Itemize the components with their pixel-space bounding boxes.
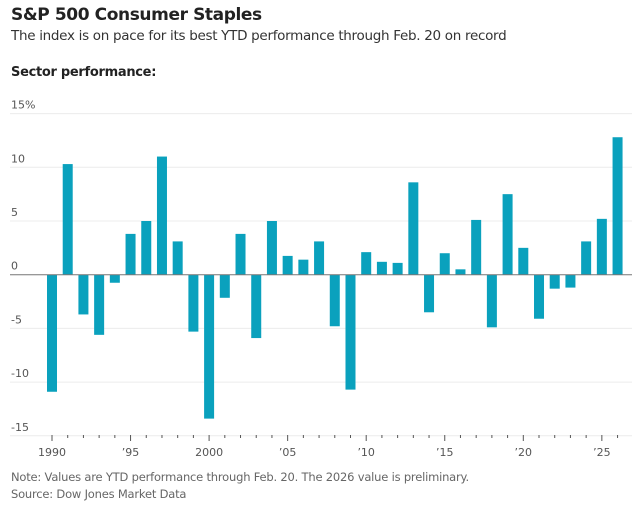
y-tick-label: 5 xyxy=(11,206,18,219)
bar-2025 xyxy=(596,218,607,275)
bar-2002 xyxy=(235,233,246,275)
x-tick-label: 1990 xyxy=(38,446,66,459)
y-tick-label: 10 xyxy=(11,152,25,165)
x-tick-label: ’15 xyxy=(436,446,454,459)
chart-title: S&P 500 Consumer Staples xyxy=(11,5,262,25)
y-tick-label: -10 xyxy=(11,367,29,380)
bar-1993 xyxy=(94,274,105,335)
bar-2003 xyxy=(251,274,262,339)
bar-2005 xyxy=(282,255,293,275)
bar-2020 xyxy=(518,247,529,275)
bar-2016 xyxy=(455,269,466,275)
x-tick-label: ’20 xyxy=(515,446,533,459)
chart-note: Note: Values are YTD performance through… xyxy=(11,470,469,484)
bar-2026 xyxy=(612,137,623,275)
y-tick-label: 15% xyxy=(11,99,35,112)
bar-1997 xyxy=(156,156,167,275)
bar-2004 xyxy=(266,221,277,275)
bar-2012 xyxy=(392,262,403,275)
bar-2019 xyxy=(502,194,513,275)
bar-2001 xyxy=(219,274,230,298)
bar-2008 xyxy=(329,274,340,327)
x-tick-label: ’10 xyxy=(357,446,375,459)
bar-1990 xyxy=(47,274,57,392)
bar-2018 xyxy=(486,274,497,328)
bar-2014 xyxy=(424,274,435,313)
bar-2021 xyxy=(534,274,545,319)
bar-2022 xyxy=(549,274,560,289)
bar-2000 xyxy=(204,274,215,419)
bar-1991 xyxy=(62,164,73,275)
x-tick-label: 2000 xyxy=(195,446,223,459)
bar-2011 xyxy=(376,261,387,275)
bar-2007 xyxy=(314,241,325,275)
bar-2024 xyxy=(581,241,592,275)
x-tick-label: ’95 xyxy=(122,446,140,459)
bar-2006 xyxy=(298,259,309,275)
section-label: Sector performance: xyxy=(11,65,157,80)
bar-2010 xyxy=(361,252,372,275)
chart-source: Source: Dow Jones Market Data xyxy=(11,487,187,501)
bar-1999 xyxy=(188,274,199,332)
bar-2013 xyxy=(408,182,419,275)
bar-1992 xyxy=(78,274,89,315)
y-tick-label: -5 xyxy=(11,313,22,326)
bar-2023 xyxy=(565,274,576,288)
y-tick-label: 0 xyxy=(11,260,18,273)
bar-1998 xyxy=(172,241,183,275)
bar-1996 xyxy=(141,221,152,275)
x-tick-label: ’05 xyxy=(279,446,297,459)
x-tick-label: ’25 xyxy=(593,446,611,459)
bar-1995 xyxy=(125,233,136,275)
y-tick-label: -15 xyxy=(11,421,29,434)
bar-2009 xyxy=(345,274,356,390)
bar-2017 xyxy=(471,219,482,275)
bar-2015 xyxy=(439,253,450,275)
chart-subtitle: The index is on pace for its best YTD pe… xyxy=(11,28,507,44)
bar-1994 xyxy=(109,274,120,283)
